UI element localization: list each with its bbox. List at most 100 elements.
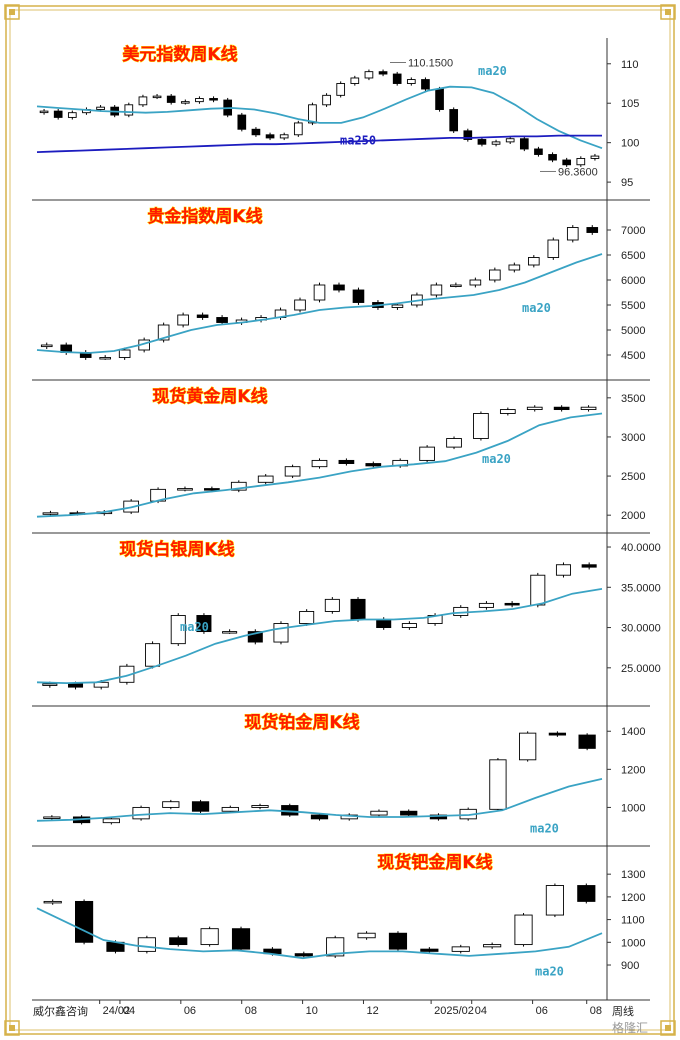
candle-body [336,83,346,96]
frame-border [5,5,675,1035]
candle-body [514,914,533,946]
candle-body [247,631,263,643]
candle-body [180,101,190,104]
candle-body [499,409,516,414]
y-tick-label: 5000 [621,325,645,337]
candle-body [453,606,469,616]
ma250-label: ma250 [340,133,376,147]
candle-body [365,463,382,467]
candle-body [430,284,443,296]
y-tick-label: 1000 [621,937,645,949]
ma20-label: ma20 [535,965,564,979]
ornament-dot [665,1025,671,1031]
candle-body [310,814,329,820]
candle-body [138,96,148,106]
series-line-ma20 [36,778,603,822]
candle-body [75,900,94,943]
series-line-ma250 [36,134,602,153]
y-tick-label: 1000 [621,802,645,814]
candle-body [419,446,435,461]
ma20-label: ma20 [482,452,511,466]
ma20-label: ma20 [522,301,551,315]
y-tick-label: 4500 [621,350,645,362]
candle-body [99,357,111,360]
panel-title: 现货白银周K线 [119,539,234,560]
candle-body [333,284,345,291]
x-tick-label: 12 [366,1005,378,1017]
candle-body [491,141,501,145]
candle-body [577,885,596,902]
ornament-square [660,1020,676,1036]
y-tick-label: 1400 [621,726,645,738]
candle-body [528,257,540,266]
y-tick-label: 6000 [621,275,645,287]
candle-body [294,953,313,957]
frame-corner-ornament [660,1020,676,1036]
panel-title: 现货铂金周K线 [244,712,359,733]
candle-body [279,134,289,139]
candle-body [196,615,212,633]
candle-body [284,466,301,477]
candle-body [421,79,430,90]
candle-body [221,806,239,812]
candle-body [406,79,416,84]
candle-body [391,304,404,308]
candle-body [162,801,180,808]
candle-body [350,77,360,84]
candle-body [40,344,53,348]
frame-corner-ornament [660,4,676,20]
price-annotation: 96.3600 [558,166,598,178]
candle-body [378,71,388,75]
candle-body [132,806,150,820]
frame-corner-ornament [4,4,20,20]
candle-body [251,128,261,136]
candle-body [152,95,162,99]
candle-body [196,314,209,318]
ornament-square [4,4,20,20]
candle-body [586,227,599,233]
y-tick-label: 40.0000 [621,542,661,554]
panel-3: 3500 3000 2500 2000 ma20 现货黄金周K线 [32,380,650,534]
y-tick-label: 3000 [621,432,645,444]
panel-1: 110 105 100 95 ma20 ma250 110.1500 96.3600 美元指数周… [32,38,650,201]
candle-body [581,564,597,568]
candle-body [338,459,355,464]
candle-body [446,438,462,448]
candle-body [145,643,161,667]
ornament-square [660,4,676,20]
ornament-square [4,1020,20,1036]
candle-body [553,406,570,411]
candle-body [388,932,408,950]
candle-body [137,937,156,952]
y-tick-label: 2000 [621,510,645,522]
candle-body [548,732,567,736]
candle-body [364,71,374,79]
candle-body [350,598,366,620]
ornament-dot [9,9,15,15]
candle-body [157,324,170,341]
candle-body [370,810,388,816]
candle-body [547,239,560,258]
candle-body [195,98,204,103]
frame-border-inner [9,9,671,1031]
candle-body [102,818,120,824]
candle-body [555,564,571,576]
candle-body [435,88,444,110]
candle-body [519,732,537,761]
panel-title: 贵金指数周K线 [147,206,262,227]
candle-body [265,134,275,139]
candle-body [294,299,306,311]
watermark-label: 格隆汇 [612,1021,649,1035]
y-tick-label: 110 [621,59,639,71]
candle-body [273,623,289,643]
candle-body [463,130,473,140]
x-tick-label: 10 [306,1005,318,1017]
candle-body [53,110,63,118]
x-tick-label: 08 [590,1005,602,1017]
y-tick-label: 105 [621,98,639,110]
candle-body [42,683,58,686]
candle-body [519,138,529,150]
y-tick-label: 3500 [621,393,645,405]
